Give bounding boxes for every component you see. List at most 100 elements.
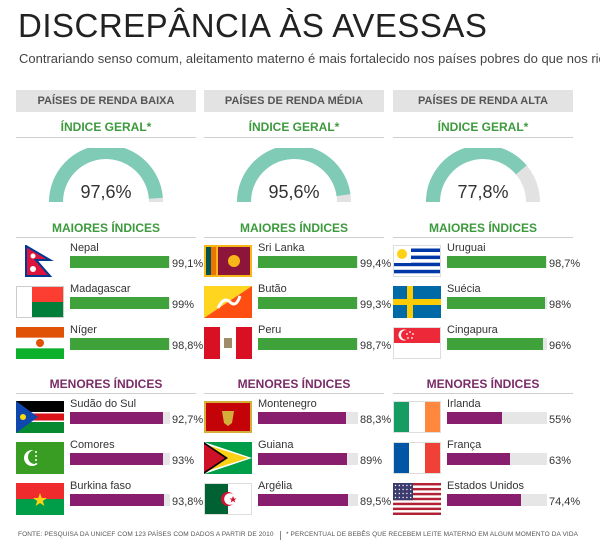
overall-index-gauge: 95,6% [237, 148, 351, 203]
algeria-flag-icon [204, 483, 252, 515]
divider [393, 137, 573, 138]
country-row: Guiana 89% [204, 438, 384, 474]
bar-value-label: 98,8% [172, 340, 204, 352]
sri-lanka-flag-icon [204, 245, 252, 277]
bar-value-label: 63% [549, 455, 572, 467]
country-row: Irlanda 55% [393, 397, 573, 433]
bar-value-label: 96% [549, 340, 572, 352]
highest-indices-label: MAIORES ÍNDICES [428, 221, 537, 235]
income-group-column: PAÍSES DE RENDA BAIXA ÍNDICE GERAL* 97,6% M… [16, 90, 203, 520]
country-name: Uruguai [447, 242, 486, 254]
country-row: Comores 93% [16, 438, 196, 474]
bar-track [70, 494, 170, 506]
sweden-flag-icon [393, 286, 441, 318]
country-row: Butão 99,3% [204, 282, 391, 318]
country-name: Nepal [70, 242, 99, 254]
bar-track [447, 297, 547, 309]
country-name: Argélia [258, 480, 293, 492]
country-row: Peru 98,7% [204, 323, 391, 359]
bar [70, 412, 163, 424]
country-row: Sri Lanka 99,4% [204, 241, 391, 277]
country-row: Cingapura 96% [393, 323, 573, 359]
country-name: Butão [258, 283, 287, 295]
bar-track [258, 453, 358, 465]
bar-value-label: 89,5% [360, 496, 392, 508]
country-name: Guiana [258, 439, 294, 451]
bar-value-label: 89% [360, 455, 383, 467]
bar-value-label: 55% [549, 414, 572, 426]
page-title: DISCREPÂNCIA ÀS AVESSAS [18, 7, 488, 44]
bar-track [258, 297, 358, 309]
overall-index-label: ÍNDICE GERAL* [248, 120, 340, 134]
bar-value-label: 92,7% [172, 414, 204, 426]
montenegro-flag-icon [204, 401, 252, 433]
country-row: Argélia 89,5% [204, 479, 391, 515]
divider [16, 137, 196, 138]
bar-track [258, 256, 358, 268]
country-name: Suécia [447, 283, 481, 295]
bar-value-label: 98,7% [360, 340, 392, 352]
country-name: Montenegro [258, 398, 317, 410]
bar [70, 338, 169, 350]
country-row: Montenegro 88,3% [204, 397, 391, 433]
bar-track [258, 338, 358, 350]
overall-index-value: 77,8% [457, 182, 508, 202]
bar-track [70, 297, 170, 309]
country-row: França 63% [393, 438, 573, 474]
guyana-flag-icon [204, 442, 252, 474]
country-name: Madagascar [70, 283, 131, 295]
bar [447, 412, 502, 424]
country-name: Burkina faso [70, 480, 132, 492]
bar-track [447, 256, 547, 268]
country-row: Uruguai 98,7% [393, 241, 580, 277]
bar-track [70, 256, 170, 268]
bar-value-label: 99,4% [360, 258, 392, 270]
bar [258, 494, 348, 506]
overall-index-gauge: 97,6% [49, 148, 163, 203]
bar-track [70, 338, 170, 350]
country-name: Comores [70, 439, 115, 451]
gauge-fill [426, 148, 527, 203]
singapore-flag-icon [393, 327, 441, 359]
france-flag-icon [393, 442, 441, 474]
overall-index-value: 95,6% [268, 182, 319, 202]
bar [447, 338, 543, 350]
gauge-fill [49, 148, 163, 203]
highest-indices-label: MAIORES ÍNDICES [239, 221, 348, 235]
group-header: PAÍSES DE RENDA ALTA [393, 90, 573, 112]
bar [447, 494, 522, 506]
country-name: Sri Lanka [258, 242, 305, 254]
country-row: Madagascar 99% [16, 282, 196, 318]
country-name: Sudão do Sul [70, 398, 137, 410]
country-name: França [447, 439, 482, 451]
country-name: Peru [258, 324, 282, 336]
bhutan-flag-icon [204, 286, 252, 318]
bar [258, 297, 358, 309]
bar-value-label: 99,3% [360, 299, 392, 311]
group-header: PAÍSES DE RENDA MÉDIA [204, 90, 384, 112]
bar [447, 297, 545, 309]
bar [70, 297, 169, 309]
divider [16, 393, 196, 394]
lowest-indices-label: MENORES ÍNDICES [49, 377, 163, 391]
country-name: Cingapura [447, 324, 498, 336]
country-name: Irlanda [447, 398, 481, 410]
gauge-fill [237, 148, 351, 203]
bar-track [258, 412, 358, 424]
divider [16, 237, 196, 238]
overall-index-label: ÍNDICE GERAL* [437, 120, 529, 134]
bar [258, 338, 357, 350]
divider [204, 393, 384, 394]
bar-track [447, 494, 547, 506]
nepal-flag-icon [25, 245, 54, 277]
divider [204, 237, 384, 238]
bar-value-label: 93% [172, 455, 195, 467]
country-row: Burkina faso 93,8% [16, 479, 203, 515]
bar [447, 256, 546, 268]
bar [70, 453, 163, 465]
madagascar-flag-icon [16, 286, 64, 318]
comoros-flag-icon [16, 442, 64, 474]
bar-track [447, 338, 547, 350]
country-row: Suécia 98% [393, 282, 573, 318]
bar-track [447, 412, 547, 424]
